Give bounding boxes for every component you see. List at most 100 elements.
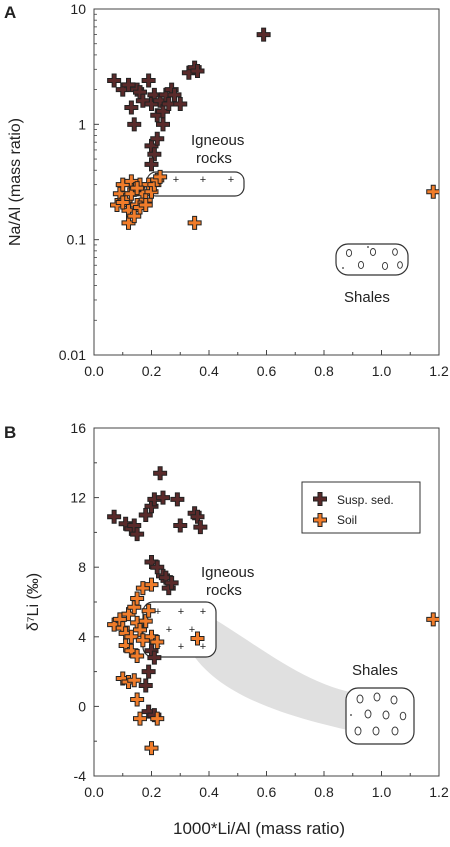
panel-b-y-axis-label: δ⁷Li (‰) bbox=[25, 573, 42, 631]
panel-b-soil-point bbox=[144, 741, 159, 756]
panel-b-susp-sed-point bbox=[193, 520, 208, 535]
panel-b-marks bbox=[107, 466, 439, 756]
panel-b-soil-point bbox=[130, 692, 145, 707]
panel-b-igneous-label-line1: Igneous bbox=[201, 564, 254, 581]
panel-a-soil-point bbox=[153, 169, 168, 184]
panel-a-susp-sed-point bbox=[256, 27, 271, 42]
panel-a-igneous-plus: + bbox=[173, 174, 179, 186]
panel-a-igneous-label-line2: rocks bbox=[196, 150, 232, 167]
panel-a-x-tick-label: 0.0 bbox=[84, 363, 104, 379]
panel-b-soil-point bbox=[150, 711, 165, 726]
panel-a-susp-sed-point bbox=[135, 93, 150, 108]
panel-b-soil-point bbox=[190, 631, 205, 646]
panel-b-x-tick-label: 1.0 bbox=[372, 784, 392, 800]
panel-b-axes: 0.0 0.2 0.4 0.6 0.8 1.0 1.2 -4 0 4 8 12 16 bbox=[70, 420, 449, 800]
legend-marker-susp-sed bbox=[313, 492, 327, 506]
panel-b-y-tick-label: 16 bbox=[70, 420, 86, 436]
panel-b-susp-sed-point bbox=[130, 527, 145, 542]
panel-b-y-tick-label: 12 bbox=[70, 490, 86, 506]
panel-a-x-tick-label: 1.0 bbox=[372, 363, 392, 379]
panel-b-igneous-plus: + bbox=[155, 606, 161, 618]
panel-b-igneous-plus: + bbox=[200, 641, 206, 653]
panel-b-igneous-label-line2: rocks bbox=[206, 582, 242, 599]
panel-a-y-axis-label: Na/Al (mass ratio) bbox=[7, 118, 24, 246]
panel-a-soil-point bbox=[130, 181, 145, 196]
panel-b-igneous-plus: + bbox=[178, 641, 184, 653]
panel-b-soil-point bbox=[141, 603, 156, 618]
panel-b-legend-box bbox=[301, 481, 421, 534]
panel-a-soil-point bbox=[138, 197, 153, 212]
panel-a-susp-sed-point bbox=[173, 97, 188, 112]
panel-a: A Na/Al (mass ratio) + + + Igneous rocks… bbox=[4, 1, 449, 379]
legend-label-soil: Soil bbox=[337, 513, 357, 527]
panel-b-susp-sed-point bbox=[147, 650, 162, 665]
panel-b-x-tick-label: 1.2 bbox=[429, 784, 449, 800]
panel-a-shales-label: Shales bbox=[344, 289, 390, 306]
panel-b-susp-sed-point bbox=[141, 664, 156, 679]
panel-a-susp-sed-point bbox=[156, 117, 170, 132]
panel-a-susp-sed-point bbox=[107, 73, 122, 88]
panel-b-soil-point bbox=[138, 614, 153, 629]
panel-a-susp-sed-point bbox=[124, 100, 139, 115]
panel-a-y-tick-label: 0.01 bbox=[59, 347, 86, 363]
panel-a-susp-sed-point bbox=[167, 87, 182, 102]
panel-a-susp-sed-point bbox=[190, 64, 205, 79]
panel-a-susp-sed-point bbox=[161, 97, 176, 112]
panel-b-soil-point bbox=[124, 629, 139, 644]
panel-b-soil-point bbox=[107, 617, 122, 632]
panel-a-soil-point bbox=[115, 195, 130, 210]
panel-b-soil-point bbox=[130, 591, 145, 606]
panel-b-susp-sed-point bbox=[173, 518, 188, 533]
panel-b-y-tick-label: 0 bbox=[78, 698, 86, 714]
panel-b-soil-point bbox=[127, 673, 142, 688]
panel-b-igneous-plus: + bbox=[189, 624, 195, 636]
panel-a-susp-sed-point bbox=[147, 147, 162, 162]
panel-b-soil-point bbox=[426, 612, 439, 627]
panel-b-x-tick-label: 0.0 bbox=[84, 784, 104, 800]
panel-a-susp-sed-point bbox=[144, 157, 159, 172]
panel-a-susp-sed-point bbox=[115, 82, 130, 97]
panel-b-x-tick-label: 0.2 bbox=[142, 784, 162, 800]
panel-b-susp-sed-point bbox=[170, 492, 185, 507]
panel-a-label: A bbox=[4, 3, 16, 22]
panel-a-y-tick-label: 0.1 bbox=[67, 232, 87, 248]
panel-b-mixing-band bbox=[190, 605, 370, 735]
panel-a-susp-sed-point bbox=[127, 117, 142, 132]
panel-b-label: B bbox=[4, 423, 16, 442]
panel-b-soil-point bbox=[133, 711, 147, 726]
panel-b-shales-label: Shales bbox=[352, 662, 398, 679]
panel-b-x-tick-label: 0.4 bbox=[199, 784, 219, 800]
panel-a-axes: 0.0 0.2 0.4 0.6 0.8 1.0 1.2 0.01 0.1 1 10 bbox=[59, 1, 449, 379]
panel-b-susp-sed-point bbox=[138, 678, 153, 693]
panel-a-susp-sed-point bbox=[141, 73, 156, 88]
panel-b-susp-sed-point bbox=[164, 575, 179, 590]
panel-a-x-tick-label: 0.2 bbox=[142, 363, 162, 379]
panel-b-y-tick-label: 4 bbox=[78, 629, 86, 645]
panel-a-marks bbox=[107, 27, 439, 230]
panel-b-soil-point bbox=[150, 635, 165, 650]
panel-a-x-tick-label: 0.6 bbox=[257, 363, 277, 379]
panel-b-susp-sed-point bbox=[107, 509, 122, 524]
panel-a-soil-point bbox=[124, 186, 139, 201]
panel-b-susp-sed-point bbox=[156, 490, 170, 505]
panel-b-igneous-plus: + bbox=[178, 606, 184, 618]
legend-label-susp-sed: Susp. sed. bbox=[337, 493, 394, 507]
panel-b-soil-point bbox=[115, 671, 130, 686]
panel-b-soil-point bbox=[130, 648, 145, 663]
panel-b-legend: Susp. sed. Soil bbox=[301, 481, 421, 534]
panel-a-soil-point bbox=[426, 184, 439, 199]
panel-b: B δ⁷Li (‰) 1000*Li/Al (mass ratio) + + +… bbox=[4, 420, 449, 838]
panel-a-igneous-plus: + bbox=[228, 174, 234, 186]
panel-a-x-tick-label: 0.4 bbox=[199, 363, 219, 379]
panel-a-y-tick-label: 10 bbox=[70, 1, 86, 17]
panel-b-x-tick-label: 0.8 bbox=[314, 784, 334, 800]
panel-b-y-tick-label: 8 bbox=[78, 559, 86, 575]
panel-a-y-tick-label: 1 bbox=[78, 116, 86, 132]
panel-b-igneous-plus: + bbox=[166, 624, 172, 636]
panel-a-x-tick-label: 1.2 bbox=[429, 363, 449, 379]
panel-b-x-tick-label: 0.6 bbox=[257, 784, 277, 800]
panel-a-susp-sed-point bbox=[150, 131, 165, 146]
panel-b-shales-field bbox=[345, 687, 415, 745]
panel-b-susp-sed-point bbox=[138, 508, 153, 522]
